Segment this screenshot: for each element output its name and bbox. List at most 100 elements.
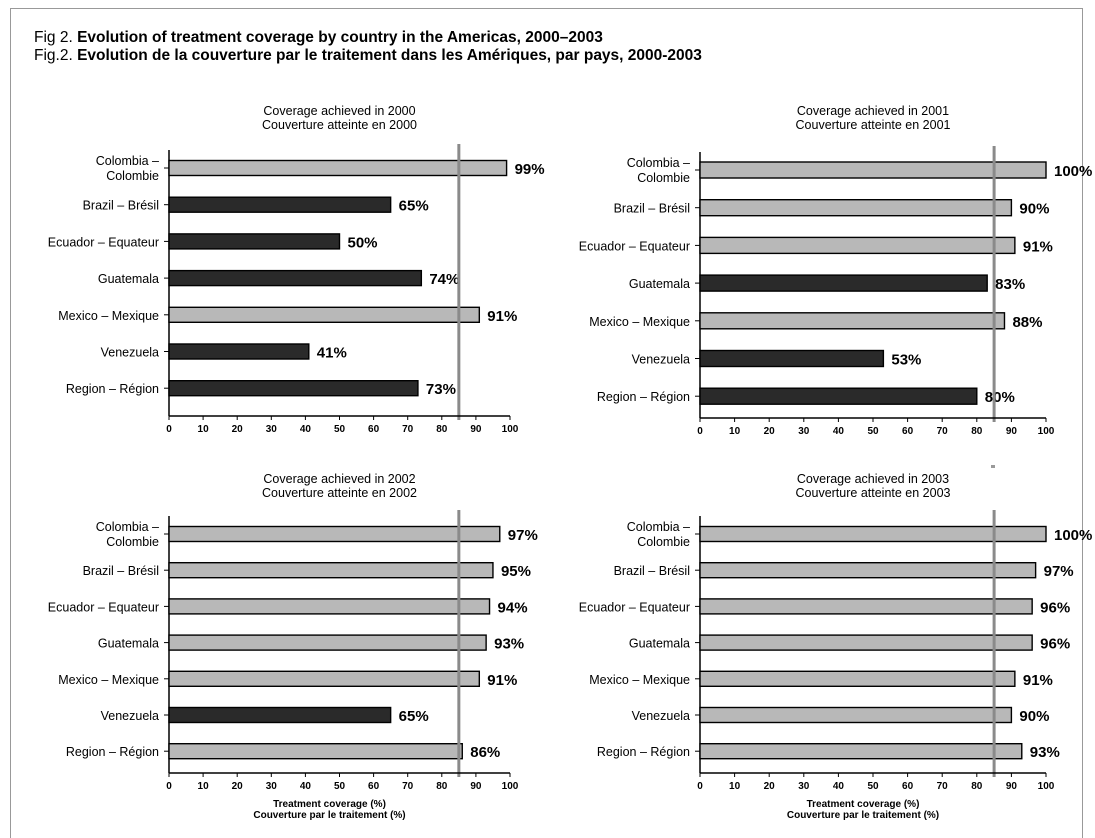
category-label: Mexico – Mexique [589, 673, 690, 687]
x-tick-label: 70 [402, 424, 414, 435]
x-tick-label: 40 [300, 781, 312, 792]
x-tick-label: 10 [198, 781, 210, 792]
panel-title-line: Couverture atteinte en 2002 [262, 486, 417, 500]
scan-speck [991, 465, 995, 468]
category-label: Brazil – Brésil [614, 564, 690, 578]
x-axis-label: Treatment coverage (%) [807, 799, 920, 810]
category-label: Region – Région [597, 745, 690, 759]
category-label: Venezuela [101, 709, 159, 723]
value-label: 65% [399, 198, 429, 215]
bar [168, 159, 508, 177]
value-label: 53% [891, 352, 921, 369]
category-label: Colombia – [96, 520, 159, 534]
category-label: Brazil – Brésil [83, 199, 159, 213]
figure-number-fr: Fig.2. [34, 47, 73, 64]
value-label: 93% [494, 636, 524, 653]
bar [699, 525, 1047, 543]
value-label: 83% [995, 276, 1025, 293]
value-label: 91% [1023, 672, 1053, 689]
category-label: Colombia – [627, 156, 690, 170]
category-label: Guatemala [629, 637, 690, 651]
category-label: Mexico – Mexique [58, 673, 159, 687]
category-label: Region – Région [597, 390, 690, 404]
x-tick-label: 0 [697, 781, 703, 792]
category-label: Venezuela [632, 353, 690, 367]
category-label: Ecuador – Equateur [48, 235, 159, 249]
bar [168, 706, 392, 724]
bar [168, 634, 487, 651]
value-label: 97% [1044, 563, 1074, 580]
category-label: Ecuador – Equateur [579, 600, 690, 614]
figure-title-fr: Fig.2. Evolution de la couverture par le… [34, 47, 702, 65]
value-label: 93% [1030, 744, 1060, 761]
category-label: Colombie [106, 535, 159, 549]
x-tick-label: 80 [971, 426, 983, 437]
category-label: Ecuador – Equateur [48, 600, 159, 614]
x-tick-label: 10 [198, 424, 210, 435]
x-tick-label: 70 [937, 426, 949, 437]
figure-title-en-text: Evolution of treatment coverage by count… [77, 29, 603, 46]
value-label: 100% [1054, 527, 1092, 544]
x-tick-label: 90 [470, 781, 482, 792]
x-tick-label: 70 [402, 781, 414, 792]
bar [168, 380, 419, 397]
value-label: 100% [1054, 163, 1092, 180]
category-label: Brazil – Brésil [614, 202, 690, 216]
category-label: Region – Région [66, 745, 159, 759]
value-label: 90% [1019, 708, 1049, 725]
value-label: 95% [501, 563, 531, 580]
bar [699, 561, 1037, 579]
x-tick-label: 10 [729, 781, 741, 792]
category-label: Mexico – Mexique [58, 309, 159, 323]
bar [699, 198, 1013, 217]
bar [168, 269, 423, 287]
figure-title-en: Fig 2. Evolution of treatment coverage b… [34, 29, 603, 47]
x-tick-label: 100 [1038, 781, 1055, 792]
x-tick-label: 90 [1006, 781, 1018, 792]
x-tick-label: 60 [902, 781, 914, 792]
category-label: Colombie [106, 169, 159, 183]
x-tick-label: 40 [833, 781, 845, 792]
x-tick-label: 10 [729, 426, 741, 437]
category-label: Ecuador – Equateur [579, 239, 690, 253]
x-tick-label: 80 [971, 781, 983, 792]
x-tick-label: 0 [166, 424, 172, 435]
bar [168, 598, 491, 615]
bar [699, 387, 978, 405]
panel-title-line: Coverage achieved in 2002 [263, 472, 415, 486]
x-tick-label: 20 [764, 426, 776, 437]
category-label: Venezuela [101, 346, 159, 360]
value-label: 73% [426, 381, 456, 398]
value-label: 97% [508, 527, 538, 544]
panel-title-line: Coverage achieved in 2001 [797, 104, 949, 118]
x-axis-label: Treatment coverage (%) [273, 799, 386, 810]
category-label: Venezuela [632, 709, 690, 723]
bar [699, 236, 1016, 255]
bar [699, 598, 1033, 615]
category-label: Guatemala [98, 272, 159, 286]
x-tick-label: 60 [368, 424, 380, 435]
bar [168, 743, 463, 760]
value-label: 80% [985, 389, 1015, 406]
category-label: Guatemala [98, 637, 159, 651]
x-tick-label: 80 [436, 424, 448, 435]
value-label: 41% [317, 345, 347, 362]
bar [699, 161, 1047, 179]
value-label: 94% [498, 599, 528, 616]
x-tick-label: 60 [368, 781, 380, 792]
value-label: 91% [487, 672, 517, 689]
x-tick-label: 50 [334, 424, 346, 435]
panel-title-line: Coverage achieved in 2000 [263, 104, 415, 118]
bar [168, 561, 494, 579]
x-tick-label: 70 [937, 781, 949, 792]
panel-title-line: Coverage achieved in 2003 [797, 472, 949, 486]
bar [168, 306, 481, 324]
x-tick-label: 90 [470, 424, 482, 435]
x-tick-label: 30 [798, 426, 810, 437]
x-tick-label: 50 [867, 781, 879, 792]
x-tick-label: 100 [1038, 426, 1055, 437]
x-tick-label: 50 [867, 426, 879, 437]
x-tick-label: 40 [833, 426, 845, 437]
